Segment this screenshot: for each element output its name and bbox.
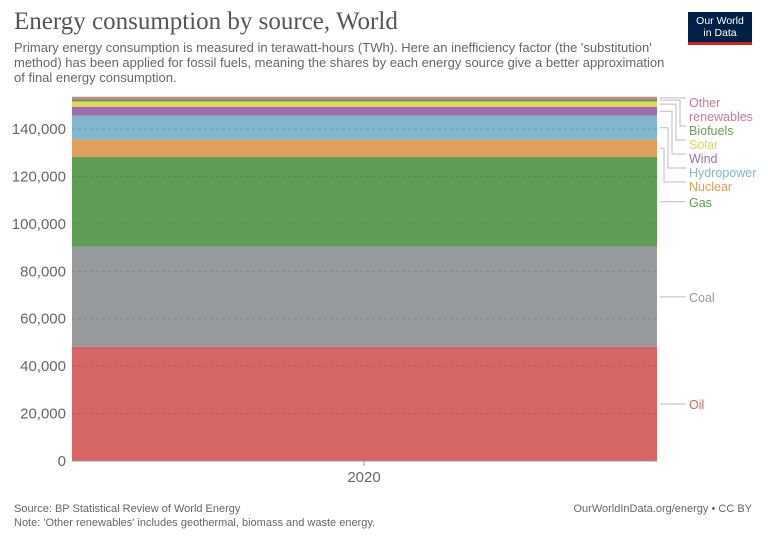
legend-label-other-renewables: renewables (689, 110, 753, 124)
legend-connector (660, 110, 686, 155)
owid-logo[interactable]: Our World in Data (688, 12, 752, 45)
legend-connector (660, 99, 686, 127)
area-oil (72, 346, 657, 461)
y-tick-label: 100,000 (12, 216, 66, 233)
chart-subtitle: Primary energy consumption is measured i… (14, 40, 665, 85)
legend-connector (660, 127, 686, 169)
legend-label-nuclear: Nuclear (689, 180, 732, 194)
area-coal (72, 246, 657, 347)
y-tick-label: 60,000 (20, 311, 66, 328)
legend-label-coal: Coal (689, 291, 715, 305)
legend-connector (660, 147, 686, 183)
area-gas (72, 156, 657, 247)
y-tick-label: 20,000 (20, 406, 66, 423)
area-wind (72, 106, 657, 116)
legend-label-hydropower: Hydropower (689, 166, 756, 180)
note-text: Note: 'Other renewables' includes geothe… (14, 517, 376, 529)
legend-label-solar: Solar (689, 138, 718, 152)
area-other-renewables (72, 96, 657, 99)
legend-label-oil: Oil (689, 398, 704, 412)
logo-line1: Our World (696, 15, 744, 27)
y-tick-label: 80,000 (20, 263, 66, 280)
y-tick-label: 40,000 (20, 358, 66, 375)
y-tick-label: 0 (58, 453, 66, 470)
area-biofuels (72, 98, 657, 102)
y-tick-label: 120,000 (12, 168, 66, 185)
logo-line2: in Data (703, 27, 737, 39)
chart-title: Energy consumption by source, World (14, 8, 398, 35)
area-nuclear (72, 139, 657, 157)
legend-label-biofuels: Biofuels (689, 124, 733, 138)
x-tick-label: 2020 (347, 469, 380, 486)
legend-label-gas: Gas (689, 196, 712, 210)
area-hydropower (72, 115, 657, 140)
credit-link[interactable]: OurWorldInData.org/energy • CC BY (573, 503, 753, 515)
legend-label-wind: Wind (689, 152, 718, 166)
legend-label-other-renewables: Other (689, 96, 720, 110)
source-text: Source: BP Statistical Review of World E… (14, 503, 241, 515)
legend-connector (660, 103, 686, 141)
area-solar (72, 101, 657, 107)
y-tick-label: 140,000 (12, 121, 66, 138)
